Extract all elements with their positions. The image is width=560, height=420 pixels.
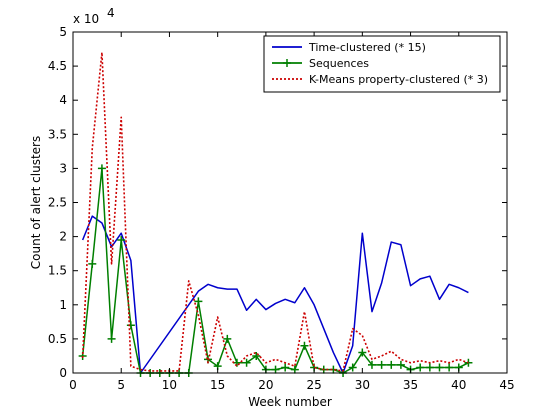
- y-multiplier-exponent: 4: [107, 6, 115, 20]
- data-point-marker: [387, 360, 396, 369]
- data-point-marker: [271, 365, 280, 374]
- y-tick-label: 2: [59, 230, 67, 244]
- data-point-marker: [107, 334, 116, 343]
- legend-entry-3: K-Means property-clustered (* 3): [272, 73, 488, 86]
- data-point-marker: [358, 348, 367, 357]
- data-point-marker: [252, 351, 261, 360]
- legend-label: Sequences: [309, 57, 369, 70]
- legend-box: [263, 35, 501, 93]
- data-point-marker: [242, 358, 251, 367]
- y-tick-label: 0: [59, 366, 67, 380]
- legend-label: Time-clustered (* 15): [308, 41, 426, 54]
- data-point-marker: [281, 363, 290, 372]
- axes-layer: 0 5 10 15 20 25 30 35 40 4500.511.522.533.544.55x…: [29, 6, 515, 409]
- data-point-marker: [126, 321, 135, 330]
- data-point-marker: [300, 341, 309, 350]
- y-tick-label: 4: [59, 93, 67, 107]
- data-point-marker: [348, 363, 357, 372]
- y-tick-label: 0.5: [48, 332, 67, 346]
- x-tick-label: 25: [306, 378, 321, 392]
- y-tick-label: 3.5: [48, 127, 67, 141]
- x-tick-label: 5: [117, 378, 125, 392]
- data-point-marker: [377, 360, 386, 369]
- x-tick-label: 15: [210, 378, 225, 392]
- legend-marker-sample: [283, 59, 291, 67]
- x-tick-label: 40: [451, 378, 466, 392]
- data-point-marker: [435, 363, 444, 372]
- y-tick-label: 1: [59, 298, 67, 312]
- x-tick-label: 35: [403, 378, 418, 392]
- legend: Time-clustered (* 15) Sequences K-Means pr…: [263, 35, 501, 93]
- data-point-marker: [117, 236, 126, 245]
- data-point-marker: [445, 363, 454, 372]
- data-point-marker: [464, 358, 473, 367]
- x-tick-label: 10: [162, 378, 177, 392]
- data-point-marker: [416, 363, 425, 372]
- y-tick-label: 4.5: [48, 59, 67, 73]
- x-tick-label: 45: [499, 378, 514, 392]
- x-tick-label: 0: [69, 378, 77, 392]
- x-tick-label: 20: [258, 378, 273, 392]
- legend-entry-1: Time-clustered (* 15): [272, 41, 426, 54]
- y-axis-label: Count of alert clusters: [29, 136, 43, 269]
- legend-entry-2: Sequences: [272, 57, 369, 70]
- data-point-marker: [97, 164, 106, 173]
- data-point-marker: [194, 297, 203, 306]
- x-axis-label: Week number: [248, 395, 332, 409]
- y-tick-label: 5: [59, 25, 67, 39]
- data-point-marker: [425, 363, 434, 372]
- data-point-marker: [88, 259, 97, 268]
- legend-label: K-Means property-clustered (* 3): [309, 73, 488, 86]
- y-multiplier-label: x 10: [73, 12, 99, 26]
- data-point-marker: [290, 365, 299, 374]
- data-point-marker: [367, 360, 376, 369]
- series-1: [81, 215, 469, 374]
- x-tick-label: 30: [355, 378, 370, 392]
- series-line-1: [81, 215, 469, 374]
- y-tick-label: 3: [59, 161, 67, 175]
- data-point-marker: [223, 334, 232, 343]
- y-tick-label: 1.5: [48, 264, 67, 278]
- y-tick-label: 2.5: [48, 196, 67, 210]
- data-point-marker: [396, 360, 405, 369]
